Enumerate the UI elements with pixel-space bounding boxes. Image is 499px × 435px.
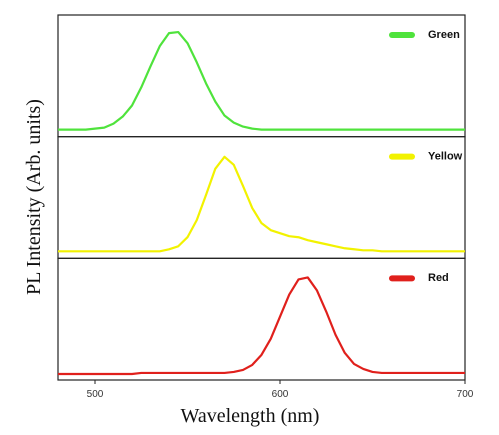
x-tick-label: 600	[272, 389, 289, 400]
legend-label: Green	[428, 29, 460, 41]
x-axis-title: Wavelength (nm)	[181, 405, 320, 427]
x-tick-label: 500	[87, 389, 104, 400]
legend-label: Red	[428, 272, 449, 284]
spectrum-line	[58, 276, 465, 376]
y-axis-title: PL Intensity (Arb. units)	[23, 99, 45, 295]
x-tick-label: 700	[457, 389, 474, 400]
legend-label: Yellow	[428, 151, 463, 163]
spectrum-line	[58, 155, 465, 253]
panel-frame	[57, 257, 466, 381]
spectrum-line	[58, 30, 465, 131]
